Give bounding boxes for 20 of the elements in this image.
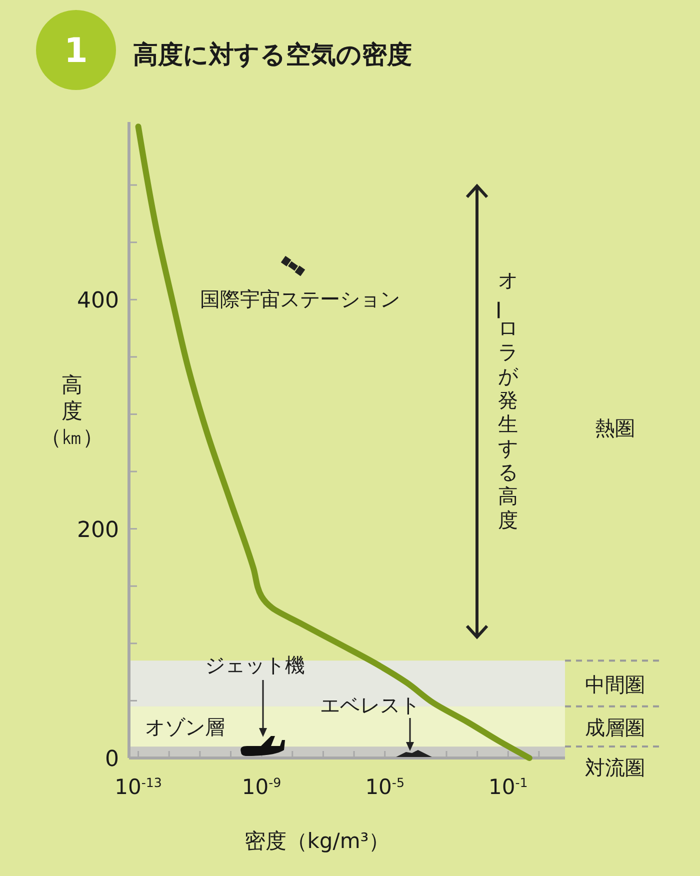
x-tick-label: 10$^{-1}$ bbox=[488, 774, 528, 799]
band-label: 対流圏 bbox=[585, 755, 645, 780]
x-tick-label: 10$^{-5}$ bbox=[365, 774, 404, 799]
x-tick-label: 10$^{-9}$ bbox=[242, 774, 282, 799]
y-tick-label: 200 bbox=[77, 518, 119, 543]
y-tick-label: 400 bbox=[77, 288, 119, 314]
x-axis-title: 密度（kg/m³） bbox=[244, 829, 390, 853]
chart-title: 高度に対する空気の密度 bbox=[133, 40, 412, 69]
y-tick-label: 0 bbox=[105, 747, 119, 772]
text: 1 bbox=[64, 31, 88, 71]
annotation: 国際宇宙ステーション bbox=[200, 287, 400, 311]
x-tick-label: 10$^{-13}$ bbox=[114, 774, 162, 799]
text: オーロラが発生する高度 bbox=[486, 268, 518, 532]
text: 熱圏 bbox=[595, 416, 635, 440]
annotation: オゾン層 bbox=[145, 715, 225, 739]
y-axis-title: 高度（㎞） bbox=[40, 372, 104, 449]
band-label: 成層圏 bbox=[585, 715, 645, 740]
annotation: エベレスト bbox=[320, 693, 420, 717]
annotation: ジェット機 bbox=[205, 653, 305, 677]
band-label: 中間圏 bbox=[585, 672, 645, 697]
